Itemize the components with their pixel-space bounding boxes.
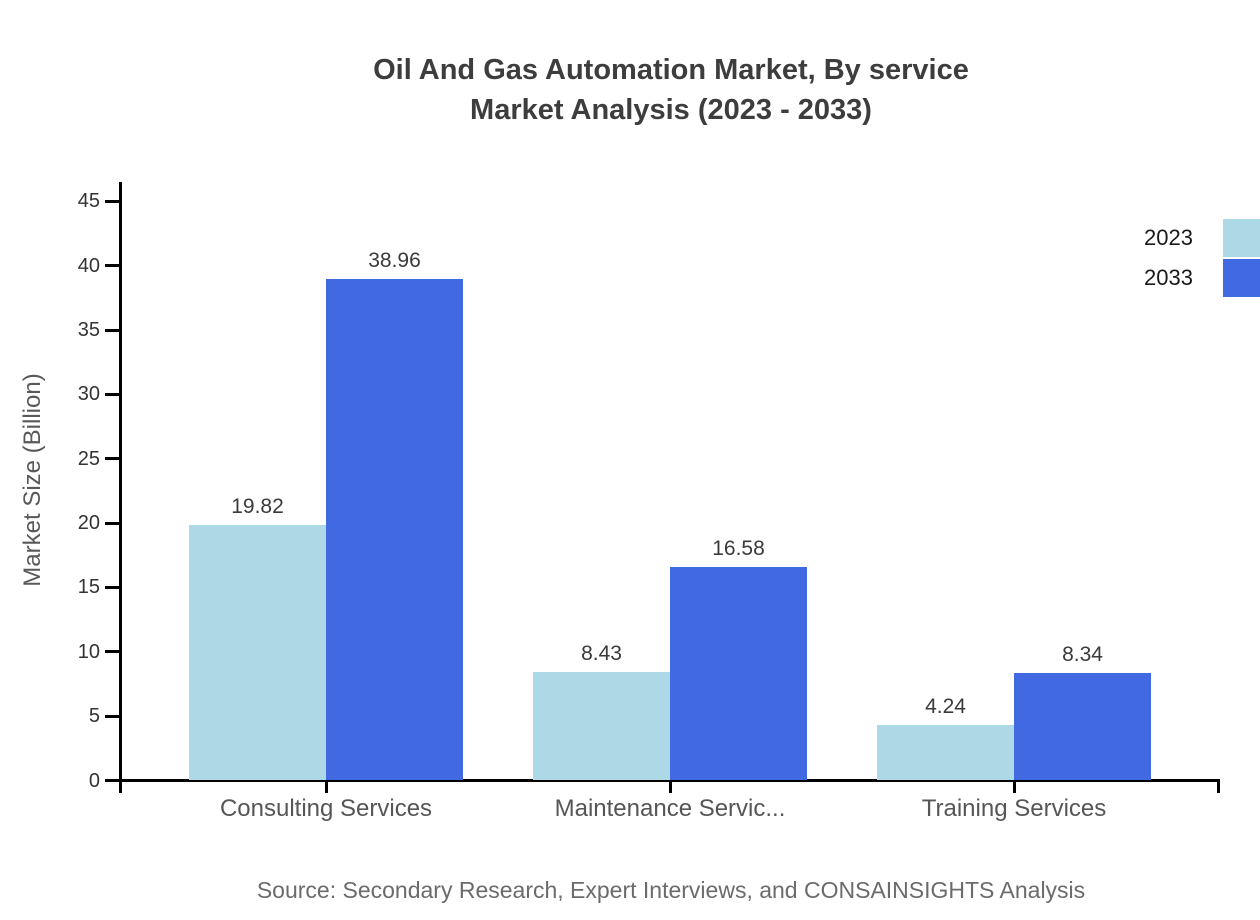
bar-2033-maintenance-servic — [670, 567, 807, 780]
y-tick-label-30: 30 — [77, 383, 100, 406]
chart-title-line1: Oil And Gas Automation Market, By servic… — [373, 54, 969, 86]
y-tick-45 — [105, 199, 119, 203]
y-tick-label-5: 5 — [88, 705, 100, 728]
bar-2023-consulting-services — [189, 525, 326, 780]
y-tick-10 — [105, 650, 119, 654]
bar-2023-training-services — [877, 725, 1014, 780]
y-tick-label-10: 10 — [77, 640, 100, 663]
bar-2033-consulting-services — [326, 279, 463, 780]
y-tick-label-35: 35 — [77, 319, 100, 342]
legend-swatch-2033 — [1223, 259, 1260, 297]
y-tick-label-20: 20 — [77, 512, 100, 535]
value-label-2023-maintenance-servic: 8.43 — [581, 642, 622, 665]
x-tick-maintenance-servic — [668, 782, 672, 793]
category-label-training-services: Training Services — [921, 795, 1107, 822]
y-tick-0 — [105, 779, 119, 782]
y-tick-5 — [105, 714, 119, 718]
x-tick-training-services — [1012, 782, 1016, 793]
y-tick-40 — [105, 264, 119, 268]
y-tick-35 — [105, 328, 119, 332]
legend-item-2033: 2033 — [1038, 259, 1260, 297]
y-tick-label-25: 25 — [77, 447, 100, 470]
y-tick-25 — [105, 457, 119, 461]
bar-2033-training-services — [1014, 673, 1151, 780]
value-label-2033-consulting-services: 38.96 — [368, 249, 421, 272]
value-label-2033-maintenance-servic: 16.58 — [712, 537, 765, 560]
legend-label-2023: 2023 — [1144, 225, 1193, 250]
chart-title-line2: Market Analysis (2023 - 2033) — [470, 94, 872, 126]
legend-item-2023: 2023 — [1038, 219, 1260, 257]
x-axis-end-tick — [1217, 779, 1220, 793]
y-tick-label-40: 40 — [77, 254, 100, 277]
y-tick-label-45: 45 — [77, 190, 100, 213]
x-axis-line — [119, 779, 1220, 782]
y-tick-30 — [105, 392, 119, 396]
chart-title: Oil And Gas Automation Market, By servic… — [120, 50, 1222, 130]
y-tick-label-15: 15 — [77, 576, 100, 599]
value-label-2023-training-services: 4.24 — [925, 695, 966, 718]
value-label-2033-training-services: 8.34 — [1062, 643, 1103, 666]
y-tick-20 — [105, 521, 119, 525]
y-axis-line — [119, 182, 122, 793]
category-label-maintenance-servic: Maintenance Servic... — [554, 795, 786, 822]
y-tick-15 — [105, 585, 119, 589]
x-tick-consulting-services — [324, 782, 328, 793]
bar-2023-maintenance-servic — [533, 672, 670, 780]
legend-swatch-2023 — [1223, 219, 1260, 257]
category-label-consulting-services: Consulting Services — [219, 795, 433, 822]
y-tick-label-0: 0 — [88, 769, 100, 792]
legend-label-2033: 2033 — [1144, 265, 1193, 290]
source-note: Source: Secondary Research, Expert Inter… — [256, 877, 1086, 903]
value-label-2023-consulting-services: 19.82 — [231, 495, 284, 518]
